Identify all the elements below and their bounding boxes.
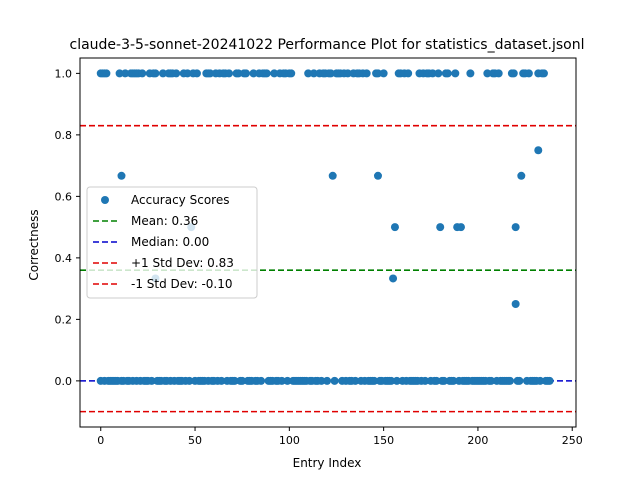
data-point <box>524 69 533 78</box>
data-point <box>539 69 548 78</box>
data-point <box>172 69 181 78</box>
data-point <box>432 376 441 385</box>
x-axis-ticks: 0 50 100 150 200 250 <box>97 427 583 447</box>
y-axis-ticks: 0.0 0.2 0.4 0.6 0.8 1.0 <box>55 67 80 388</box>
data-point <box>456 223 465 232</box>
y-axis-label: Correctness <box>27 209 41 280</box>
data-point <box>206 69 215 78</box>
data-point <box>249 69 258 78</box>
x-tick-label: 100 <box>279 434 300 447</box>
data-point <box>147 376 156 385</box>
data-point <box>370 376 379 385</box>
data-point <box>234 69 243 78</box>
data-point <box>509 69 518 78</box>
legend-marker <box>101 196 109 204</box>
data-point <box>330 376 339 385</box>
data-point <box>343 69 352 78</box>
data-point <box>536 376 545 385</box>
x-axis-label: Entry Index <box>293 456 362 470</box>
data-point <box>224 69 233 78</box>
data-point <box>185 376 194 385</box>
data-point <box>373 69 382 78</box>
data-point <box>421 376 430 385</box>
data-point <box>277 376 286 385</box>
data-point <box>434 69 443 78</box>
x-tick-label: 250 <box>562 434 583 447</box>
data-point <box>121 69 130 78</box>
data-point <box>328 171 337 180</box>
x-tick-label: 0 <box>97 434 104 447</box>
legend-entry-label: Median: 0.00 <box>131 235 209 249</box>
legend-box <box>86 186 258 299</box>
data-point <box>404 69 413 78</box>
data-point <box>283 376 292 385</box>
data-point <box>483 69 492 78</box>
data-point <box>505 376 514 385</box>
data-point <box>102 69 111 78</box>
data-point <box>326 69 335 78</box>
y-tick-label: 0.6 <box>55 190 73 203</box>
data-point <box>115 69 124 78</box>
data-point <box>158 69 167 78</box>
legend-entry-label: -1 Std Dev: -0.10 <box>131 277 233 291</box>
data-point <box>362 69 371 78</box>
data-point <box>511 223 520 232</box>
data-point <box>323 376 332 385</box>
x-tick-label: 50 <box>188 434 202 447</box>
data-point <box>238 376 247 385</box>
data-point <box>351 376 360 385</box>
chart-title: claude-3-5-sonnet-20241022 Performance P… <box>70 37 585 53</box>
data-point <box>389 274 398 283</box>
legend-entry-label: +1 Std Dev: 0.83 <box>131 256 234 270</box>
data-point <box>117 171 126 180</box>
data-point <box>317 376 326 385</box>
data-point <box>515 376 524 385</box>
data-point <box>262 69 271 78</box>
data-point <box>428 69 437 78</box>
data-point <box>517 171 526 180</box>
data-point <box>487 376 496 385</box>
data-point <box>304 69 313 78</box>
legend: Accuracy Scores Mean: 0.36 Median: 0.00 +1 … <box>86 186 258 299</box>
data-point <box>192 69 201 78</box>
x-tick-label: 150 <box>373 434 394 447</box>
data-point <box>439 376 448 385</box>
data-point <box>534 146 543 155</box>
plot-frame <box>79 57 577 428</box>
data-point <box>466 69 475 78</box>
data-point <box>230 376 239 385</box>
data-point <box>270 69 279 78</box>
data-point <box>390 223 399 232</box>
y-tick-label: 0.8 <box>55 129 73 142</box>
legend-entry-label: Mean: 0.36 <box>131 214 198 228</box>
data-point <box>451 69 460 78</box>
data-point <box>379 69 388 78</box>
y-tick-label: 0.0 <box>55 375 73 388</box>
data-point <box>183 69 192 78</box>
x-tick-label: 200 <box>467 434 488 447</box>
data-point <box>392 376 401 385</box>
y-tick-label: 0.4 <box>55 252 73 265</box>
data-point <box>287 69 296 78</box>
data-point <box>309 69 318 78</box>
data-point <box>436 223 445 232</box>
data-point <box>217 376 226 385</box>
y-tick-label: 0.2 <box>55 313 73 326</box>
data-point <box>545 376 554 385</box>
data-point <box>387 376 396 385</box>
data-point <box>241 69 250 78</box>
data-point <box>494 69 503 78</box>
data-point <box>151 69 160 78</box>
data-point <box>138 69 147 78</box>
data-point <box>257 376 266 385</box>
data-point <box>511 300 520 308</box>
legend-entry-label: Accuracy Scores <box>131 193 229 207</box>
data-point <box>449 376 458 385</box>
data-points <box>96 69 554 385</box>
data-point <box>373 171 382 180</box>
y-tick-label: 1.0 <box>55 67 73 80</box>
data-point <box>443 69 452 78</box>
